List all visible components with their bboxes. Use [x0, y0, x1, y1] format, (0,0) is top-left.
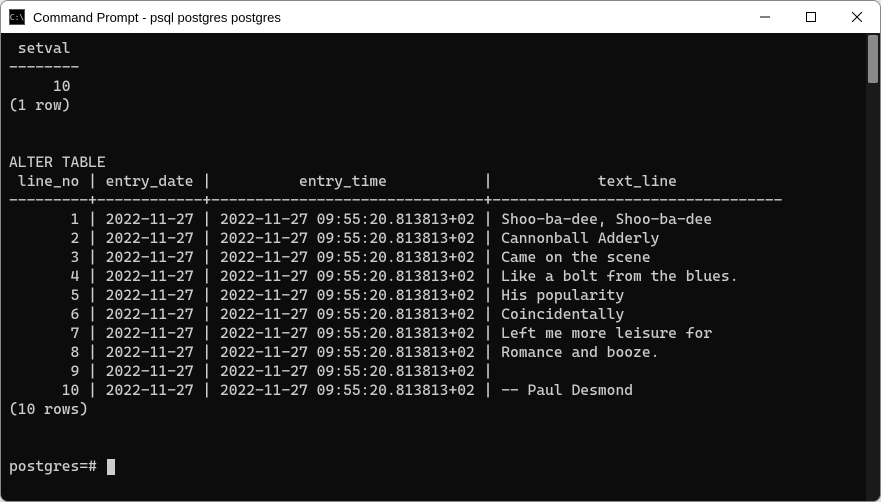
close-button[interactable]	[834, 1, 880, 33]
close-icon	[852, 12, 862, 22]
terminal-container: setval -------- 10 (1 row) ALTER TABLE l…	[1, 33, 880, 501]
window-title: Command Prompt - psql postgres postgres	[33, 10, 281, 25]
terminal-cursor	[107, 459, 115, 475]
app-window: C:\ Command Prompt - psql postgres postg…	[0, 0, 881, 502]
minimize-button[interactable]	[742, 1, 788, 33]
terminal-output[interactable]: setval -------- 10 (1 row) ALTER TABLE l…	[1, 33, 866, 501]
titlebar[interactable]: C:\ Command Prompt - psql postgres postg…	[1, 1, 880, 33]
minimize-icon	[760, 12, 770, 22]
scrollbar-thumb[interactable]	[868, 35, 878, 83]
vertical-scrollbar[interactable]	[866, 33, 880, 501]
cmd-icon: C:\	[9, 9, 25, 25]
maximize-icon	[806, 12, 816, 22]
maximize-button[interactable]	[788, 1, 834, 33]
